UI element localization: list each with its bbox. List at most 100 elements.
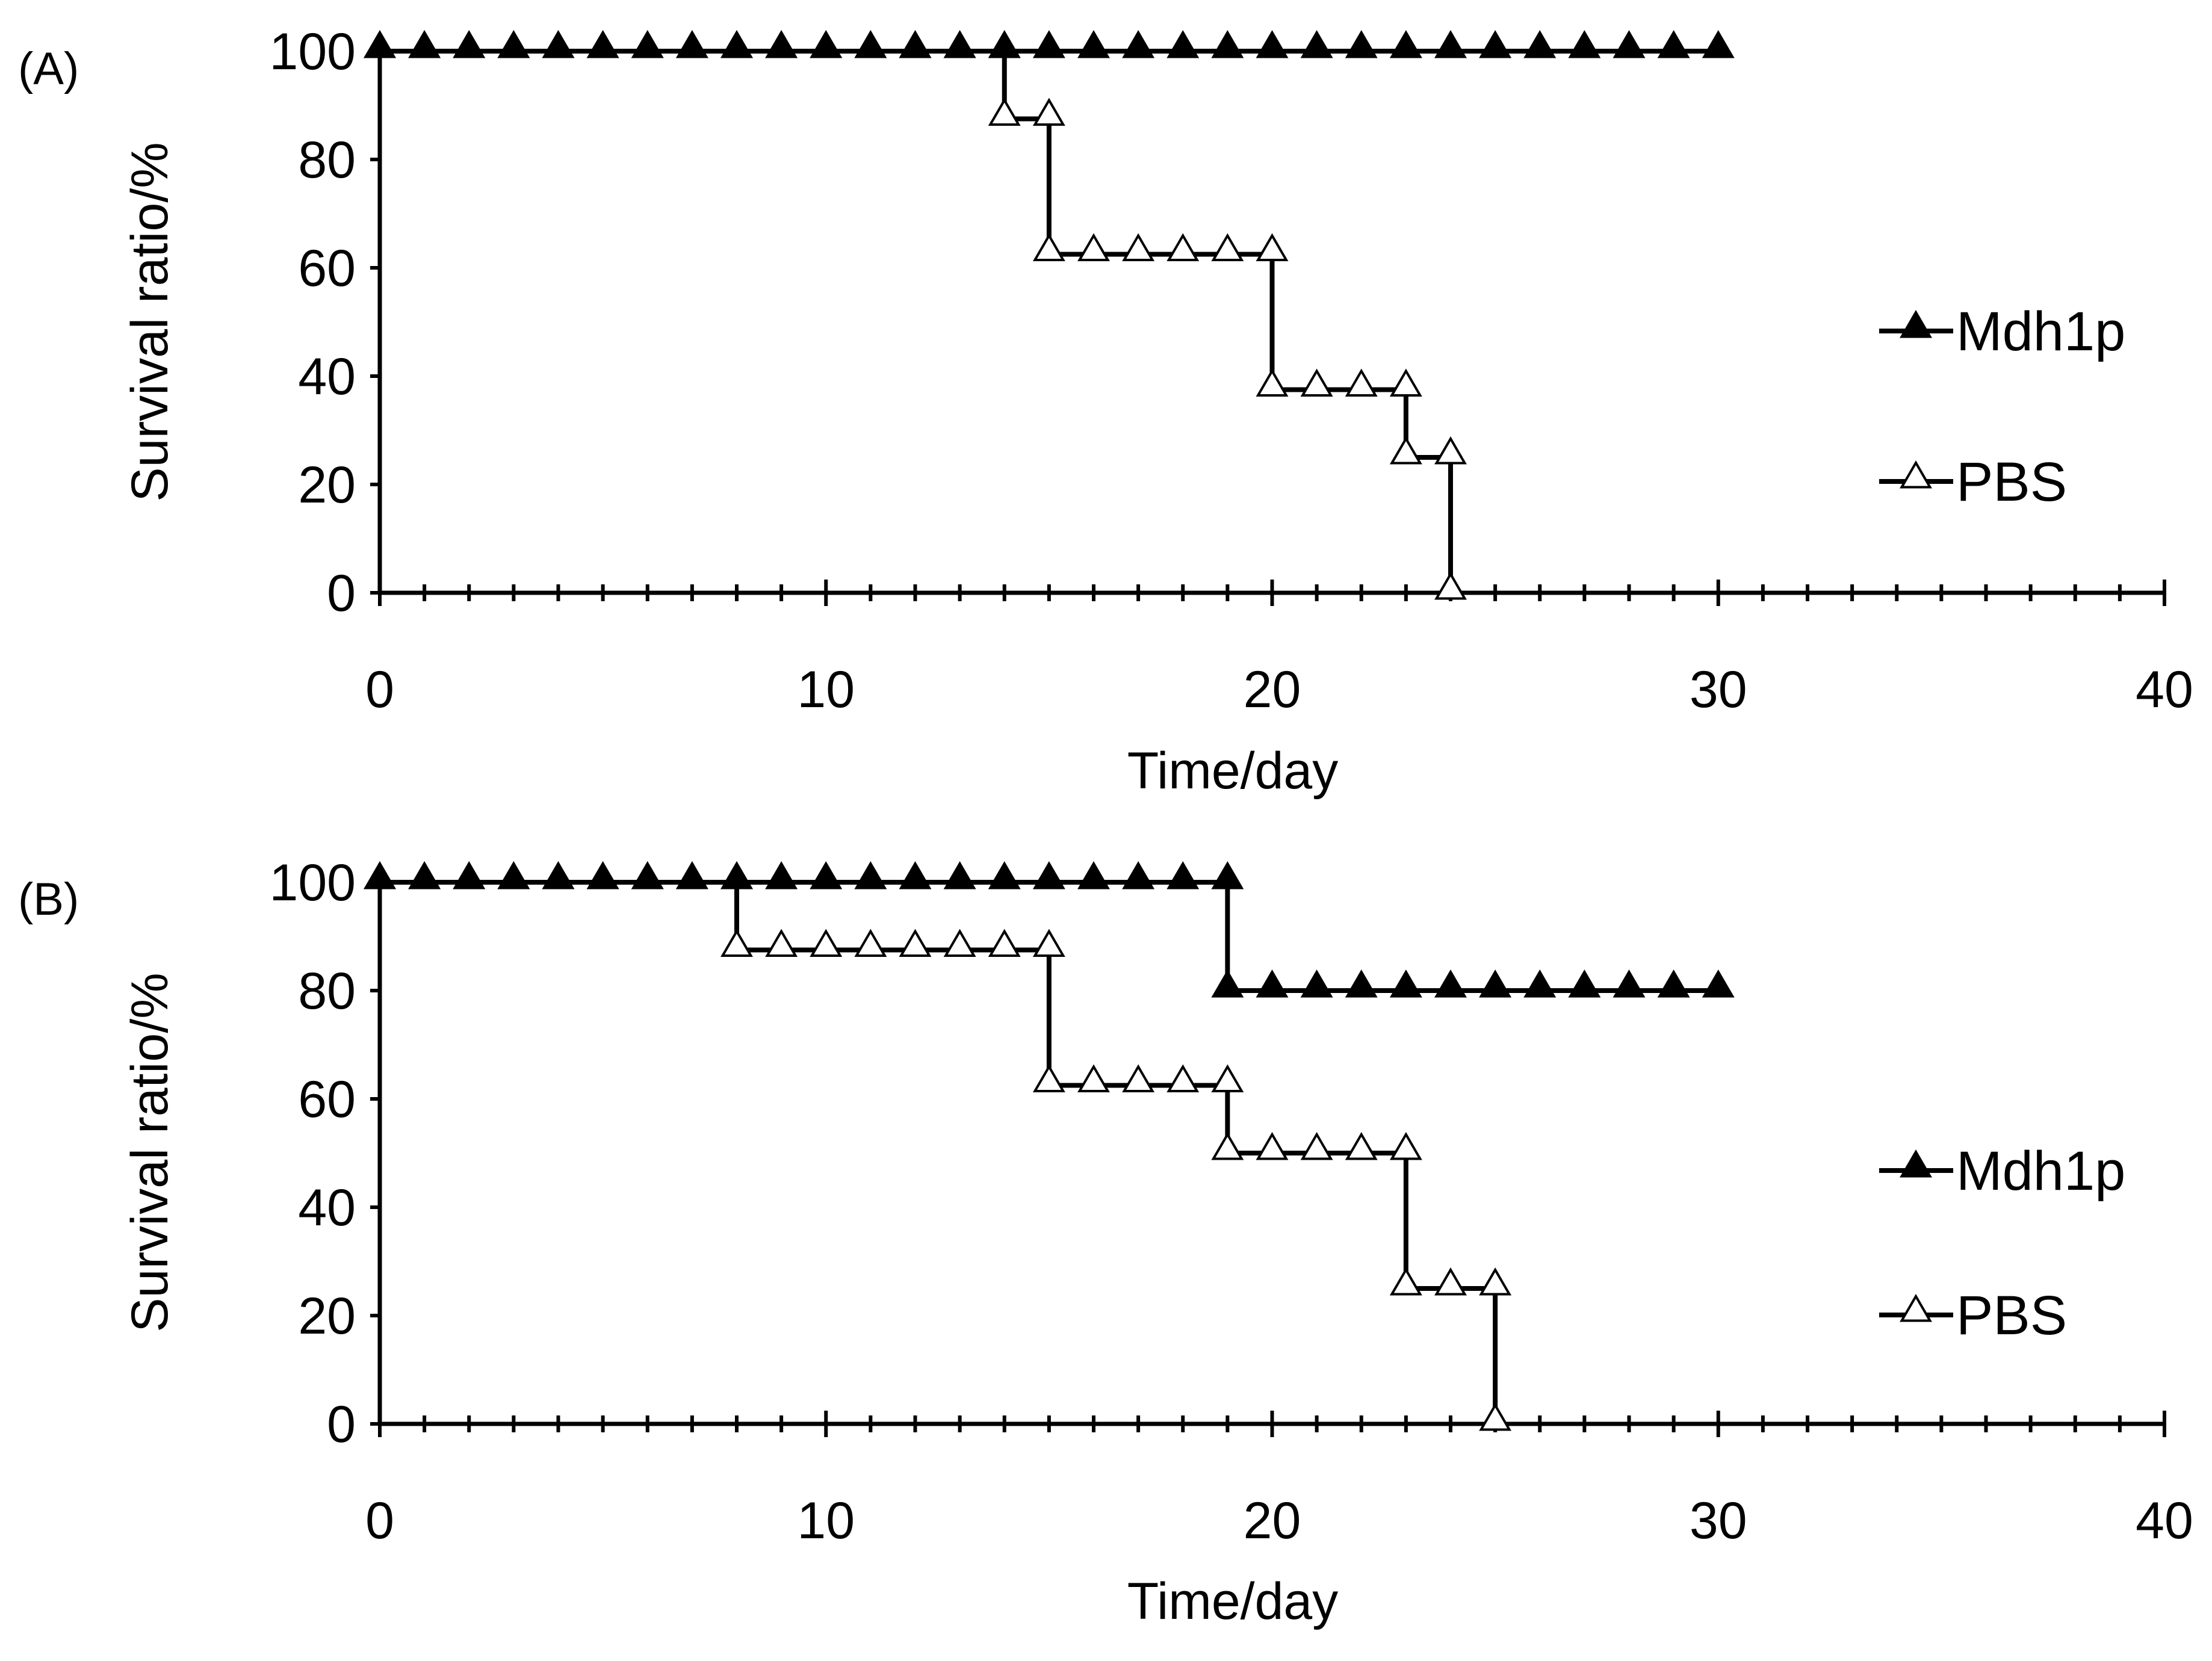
data-point-mdh1p [1166,861,1200,889]
data-point-mdh1p [1389,970,1422,998]
x-tick-label: 0 [365,1492,394,1550]
data-point-mdh1p [1211,30,1244,58]
data-point-mdh1p [1345,970,1378,998]
data-point-mdh1p [675,30,708,58]
data-point-mdh1p [631,30,664,58]
data-point-mdh1p [1211,861,1244,889]
data-point-mdh1p [1702,30,1735,58]
data-point-pbs [1077,233,1110,261]
data-point-mdh1p [1032,30,1065,58]
data-point-pbs [1389,1132,1422,1160]
data-point-mdh1p [720,861,753,889]
x-tick-label: 10 [797,661,855,719]
data-point-mdh1p [408,30,441,58]
data-point-pbs [1434,436,1467,465]
data-point-pbs [1345,368,1378,397]
x-tick-label: 40 [2136,661,2193,719]
data-point-pbs [1389,1267,1422,1296]
data-point-mdh1p [542,30,575,58]
data-point-pbs [1256,1132,1289,1160]
data-point-pbs [899,929,932,957]
data-point-mdh1p [988,861,1021,889]
data-point-mdh1p [1613,970,1646,998]
data-point-pbs [1166,1064,1200,1092]
data-point-mdh1p [1479,30,1512,58]
y-tick-label: 20 [298,1287,356,1345]
data-point-mdh1p [1523,970,1557,998]
legend-label-pbs: PBS [1956,1285,2067,1346]
data-point-pbs [1300,1132,1333,1160]
x-axis-title: Time/day [1127,1573,1338,1630]
data-point-pbs [1211,233,1244,261]
data-point-pbs [1479,1403,1512,1431]
data-point-pbs [765,929,798,957]
data-point-pbs [1479,1267,1512,1296]
data-point-pbs [1300,368,1333,397]
data-point-pbs [1166,233,1200,261]
data-point-mdh1p [1434,970,1467,998]
data-point-pbs [1211,1132,1244,1160]
data-point-mdh1p [1256,970,1289,998]
legend-marker-pbs [1900,460,1932,489]
data-point-mdh1p [988,30,1021,58]
data-point-mdh1p [497,30,530,58]
data-point-mdh1p [497,861,530,889]
data-point-pbs [1256,368,1289,397]
data-point-pbs [1434,572,1467,600]
legend-label-pbs: PBS [1956,451,2067,513]
data-point-mdh1p [1122,861,1155,889]
data-point-mdh1p [1077,30,1110,58]
y-tick-label: 100 [270,23,356,81]
data-point-mdh1p [1613,30,1646,58]
data-point-pbs [1122,1064,1155,1092]
x-tick-label: 20 [1244,1492,1301,1550]
data-point-pbs [1389,436,1422,465]
data-point-pbs [988,97,1021,126]
y-axis-title: Survival ratio/% [121,142,179,501]
data-point-mdh1p [631,861,664,889]
chart-panel-b: 0 20 40 60 80 100 0 10 20 30 40 Time/day Survival ra… [18,854,2193,1630]
legend-label-mdh1p: Mdh1p [1956,1140,2125,1202]
data-point-mdh1p [1077,861,1110,889]
data-point-mdh1p [586,861,619,889]
series-line-pbs [380,49,1453,593]
data-point-pbs [720,929,753,957]
y-axis-title: Survival ratio/% [121,973,179,1332]
data-point-pbs [1434,1267,1467,1296]
data-point-mdh1p [854,30,887,58]
data-point-mdh1p [1300,30,1333,58]
data-point-mdh1p [943,30,976,58]
data-point-mdh1p [453,861,486,889]
data-point-mdh1p [1211,970,1244,998]
y-tick-label: 100 [270,854,356,912]
data-point-mdh1p [1657,970,1690,998]
data-point-pbs [810,929,843,957]
data-point-pbs [1345,1132,1378,1160]
data-point-pbs [1077,1064,1110,1092]
data-point-mdh1p [1032,861,1065,889]
data-point-mdh1p [1568,970,1601,998]
data-point-mdh1p [1122,30,1155,58]
legend-label-mdh1p: Mdh1p [1956,301,2125,362]
data-point-mdh1p [1657,30,1690,58]
data-point-pbs [1256,233,1289,261]
data-point-mdh1p [586,30,619,58]
data-point-mdh1p [810,30,843,58]
x-tick-label: 20 [1244,661,1301,719]
x-tick-label: 10 [797,1492,855,1550]
data-point-mdh1p [675,861,708,889]
x-tick-label: 0 [365,661,394,719]
data-point-mdh1p [765,861,798,889]
data-point-mdh1p [899,861,932,889]
x-tick-label: 30 [1690,1492,1747,1550]
y-tick-label: 0 [327,564,356,622]
y-tick-label: 20 [298,456,356,514]
data-point-mdh1p [364,30,396,58]
data-point-mdh1p [720,30,753,58]
y-tick-label: 80 [298,962,356,1020]
data-point-mdh1p [1345,30,1378,58]
data-point-pbs [1032,97,1065,126]
x-axis-title: Time/day [1127,742,1338,800]
data-point-mdh1p [453,30,486,58]
